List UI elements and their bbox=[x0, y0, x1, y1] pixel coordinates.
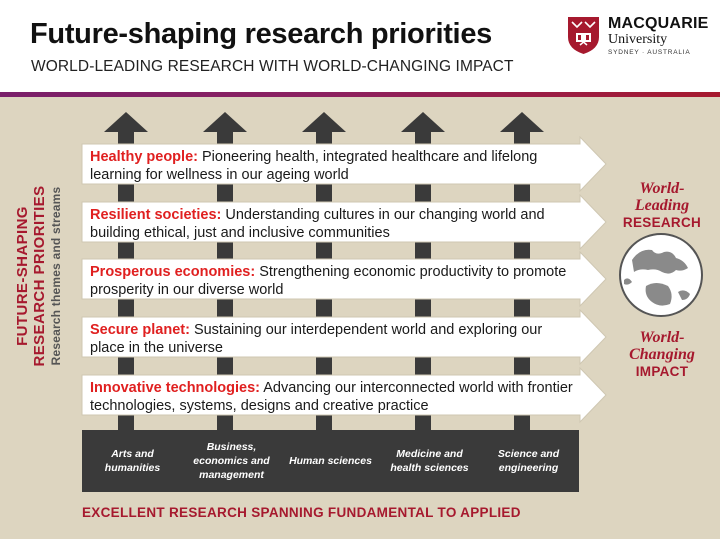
page-subtitle: WORLD-LEADING RESEARCH WITH WORLD-CHANGI… bbox=[31, 58, 514, 75]
right-label-line: Leading bbox=[634, 197, 690, 214]
logo-university-text: University bbox=[608, 32, 668, 47]
right-label-line: World- bbox=[639, 329, 685, 346]
priority-description: Advancing our interconnected world with … bbox=[90, 380, 573, 414]
side-label-line1: FUTURE-SHAPING bbox=[14, 206, 31, 346]
priority-title: Prosperous economies: bbox=[90, 264, 256, 280]
world-changing-impact-label: World- Changing IMPACT bbox=[612, 329, 712, 380]
priority-healthy-people: Healthy people: Pioneering health, integ… bbox=[90, 148, 580, 184]
header-divider-band bbox=[0, 92, 720, 97]
row-chevron bbox=[81, 135, 607, 193]
world-leading-research-label: World- Leading RESEARCH bbox=[612, 180, 712, 231]
side-label-line3: Research themes and streams bbox=[49, 186, 63, 366]
discipline-science-engineering: Science and engineering bbox=[478, 430, 579, 492]
macquarie-logo: MACQUARIE University SYDNEY · AUSTRALIA bbox=[566, 15, 716, 59]
priority-prosperous-economies: Prosperous economies: Strengthening econ… bbox=[90, 263, 580, 299]
priority-description: Pioneering health, integrated healthcare… bbox=[90, 149, 538, 183]
priority-title: Innovative technologies: bbox=[90, 380, 260, 396]
future-shaping-side-label: FUTURE-SHAPING RESEARCH PRIORITIES Resea… bbox=[14, 176, 64, 376]
priority-title: Healthy people: bbox=[90, 149, 198, 165]
priority-title: Secure planet: bbox=[90, 322, 190, 338]
priority-innovative-technologies: Innovative technologies: Advancing our i… bbox=[90, 379, 580, 415]
page-title: Future-shaping research priorities bbox=[30, 18, 492, 50]
university-crest-icon bbox=[568, 17, 599, 54]
priority-resilient-societies: Resilient societies: Understanding cultu… bbox=[90, 206, 580, 242]
row-chevron bbox=[81, 308, 607, 366]
side-label-line2: RESEARCH PRIORITIES bbox=[31, 185, 48, 367]
priority-description: Strengthening economic productivity to p… bbox=[90, 264, 567, 298]
priority-description: Understanding cultures in our changing w… bbox=[90, 207, 545, 241]
right-label-line: World- bbox=[639, 180, 685, 197]
row-chevron bbox=[81, 193, 607, 251]
discipline-medicine-health: Medicine and health sciences bbox=[379, 430, 480, 492]
logo-brand-text: MACQUARIE bbox=[608, 15, 709, 32]
priority-description: Sustaining our interdependent world and … bbox=[90, 322, 543, 356]
row-chevron bbox=[81, 366, 607, 424]
globe-icon bbox=[619, 233, 703, 317]
right-label-line: Changing bbox=[629, 346, 695, 363]
right-label-line: RESEARCH bbox=[622, 215, 702, 230]
discipline-arts-humanities: Arts and humanities bbox=[82, 430, 183, 492]
footer-caption: EXCELLENT RESEARCH SPANNING FUNDAMENTAL … bbox=[82, 505, 521, 520]
priority-title: Resilient societies: bbox=[90, 207, 222, 223]
priority-secure-planet: Secure planet: Sustaining our interdepen… bbox=[90, 321, 580, 357]
discipline-business-economics: Business, economics and management bbox=[181, 430, 282, 492]
right-label-line: IMPACT bbox=[635, 364, 689, 379]
logo-location-text: SYDNEY · AUSTRALIA bbox=[608, 49, 691, 56]
row-chevron bbox=[81, 250, 607, 308]
discipline-human-sciences: Human sciences bbox=[280, 430, 381, 492]
